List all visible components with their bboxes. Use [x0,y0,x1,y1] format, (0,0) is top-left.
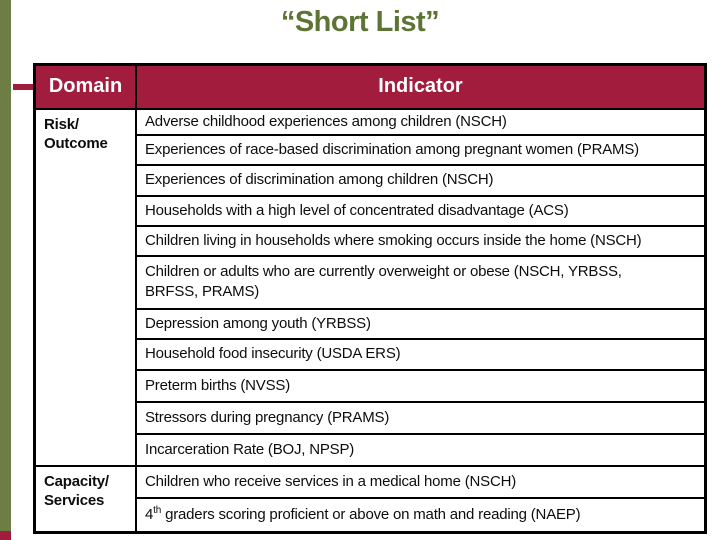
indicator-cell: 4th graders scoring proficient or above … [135,496,707,534]
ordinal-superscript: th [153,504,162,516]
indicator-cell: Children living in households where smok… [135,224,707,257]
indicator-text-rest: graders scoring proficient or above on m… [161,505,581,523]
indicator-text-base: 4 [145,505,154,523]
domain-cell-risk-outcome: Risk/ Outcome [33,107,137,467]
indicator-cell: Children or adults who are currently ove… [135,254,707,310]
table-header-row: Domain Indicator [33,63,707,110]
table-row: Children living in households where smok… [35,224,707,257]
left-accent-tick [13,84,33,90]
table-row: Household food insecurity (USDA ERS) [35,337,707,371]
table-row: Children or adults who are currently ove… [35,254,707,310]
table-row: Experiences of discrimination among chil… [35,163,707,197]
left-accent-bar [0,0,11,531]
left-accent-bar-bottom-segment [0,531,11,540]
table-row: Stressors during pregnancy (PRAMS) [35,400,707,435]
table-row: Experiences of race-based discrimination… [35,133,707,166]
indicator-cell: Experiences of discrimination among chil… [135,163,707,197]
indicator-cell: Household food insecurity (USDA ERS) [135,337,707,371]
table-row: Households with a high level of concentr… [35,194,707,227]
indicator-cell: Experiences of race-based discrimination… [135,133,707,166]
domain-cell-capacity-services: Capacity/ Services [33,464,137,534]
table-row: Capacity/ Services Children who receive … [33,464,707,534]
column-header-indicator: Indicator [135,63,707,110]
table-row: Incarceration Rate (BOJ, NPSP) [35,432,707,467]
table-row: Depression among youth (YRBSS) [35,307,707,340]
column-header-domain: Domain [33,63,137,110]
table-row: 4th graders scoring proficient or above … [35,496,707,534]
slide-title: “Short List” [280,6,440,38]
indicator-cell: Children who receive services in a medic… [135,464,707,499]
indicator-cell: Preterm births (NVSS) [135,368,707,403]
indicator-cell: Incarceration Rate (BOJ, NPSP) [135,432,707,467]
indicator-cell: Stressors during pregnancy (PRAMS) [135,400,707,435]
indicator-cell: Households with a high level of concentr… [135,194,707,227]
table-row: Preterm births (NVSS) [35,368,707,403]
indicator-cell: Adverse childhood experiences among chil… [135,107,707,136]
indicator-cell: Depression among youth (YRBSS) [135,307,707,340]
table-row: Risk/ Outcome Adverse childhood experien… [33,107,707,467]
indicator-table: Domain Indicator Risk/ Outcome Adverse c… [33,63,707,534]
